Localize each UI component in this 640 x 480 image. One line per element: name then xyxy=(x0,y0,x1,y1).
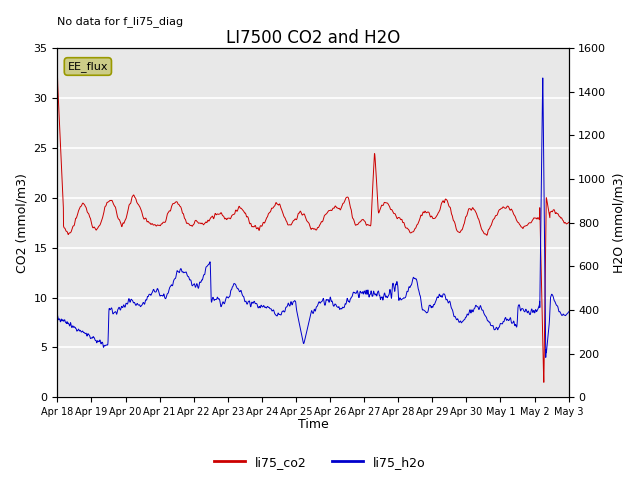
li75_co2 xyxy=(564,219,572,225)
li75_h2o xyxy=(54,312,61,318)
li75_co2 xyxy=(540,380,548,385)
li75_h2o xyxy=(539,75,547,81)
li75_co2 xyxy=(500,204,508,210)
Y-axis label: CO2 (mmol/m3): CO2 (mmol/m3) xyxy=(15,173,28,273)
li75_co2 xyxy=(250,224,257,229)
li75_co2 xyxy=(54,70,61,76)
li75_h2o xyxy=(542,355,550,360)
X-axis label: Time: Time xyxy=(298,419,328,432)
li75_co2 xyxy=(555,213,563,218)
Line: li75_h2o: li75_h2o xyxy=(58,78,568,358)
li75_h2o xyxy=(142,297,150,303)
Title: LI7500 CO2 and H2O: LI7500 CO2 and H2O xyxy=(226,28,400,47)
li75_co2 xyxy=(112,205,120,211)
li75_h2o xyxy=(112,309,120,314)
Line: li75_co2: li75_co2 xyxy=(58,73,568,383)
li75_h2o xyxy=(250,300,257,305)
li75_h2o xyxy=(564,309,572,315)
Text: No data for f_li75_diag: No data for f_li75_diag xyxy=(58,16,184,27)
li75_h2o xyxy=(555,309,563,314)
li75_co2 xyxy=(272,201,280,206)
li75_co2 xyxy=(142,216,150,221)
Y-axis label: H2O (mmol/m3): H2O (mmol/m3) xyxy=(612,172,625,273)
li75_h2o xyxy=(500,319,508,324)
Legend: li75_co2, li75_h2o: li75_co2, li75_h2o xyxy=(209,451,431,474)
li75_h2o xyxy=(272,312,280,318)
Text: EE_flux: EE_flux xyxy=(68,61,108,72)
